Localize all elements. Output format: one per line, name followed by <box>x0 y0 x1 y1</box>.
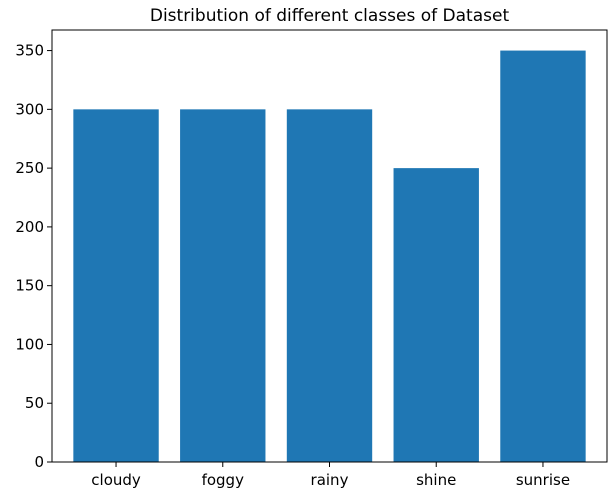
bar-cloudy <box>73 109 159 463</box>
x-tick-label-rainy: rainy <box>311 471 349 489</box>
bar-shine <box>393 168 479 463</box>
bars-group <box>73 50 586 463</box>
y-tick-label-350: 350 <box>15 42 44 60</box>
chart-title: Distribution of different classes of Dat… <box>150 6 510 26</box>
plot-frame <box>51 29 608 463</box>
x-tick-label-cloudy: cloudy <box>91 471 141 489</box>
y-tick-label-150: 150 <box>15 277 44 295</box>
y-tick-label-100: 100 <box>15 335 44 353</box>
x-tick-label-sunrise: sunrise <box>516 471 570 489</box>
y-tick-label-300: 300 <box>15 100 44 118</box>
x-tick-label-foggy: foggy <box>202 471 245 489</box>
y-tick-label-50: 50 <box>25 394 44 412</box>
bar-foggy <box>180 109 266 463</box>
bar-sunrise <box>500 50 586 462</box>
x-axis: cloudy foggy rainy shine sunrise <box>91 462 570 489</box>
x-tick-label-shine: shine <box>416 471 456 489</box>
y-tick-label-200: 200 <box>15 218 44 236</box>
y-tick-label-0: 0 <box>34 453 44 471</box>
y-axis: 0 50 100 150 200 250 300 350 <box>15 42 52 471</box>
bar-rainy <box>286 109 373 463</box>
y-tick-label-250: 250 <box>15 159 44 177</box>
